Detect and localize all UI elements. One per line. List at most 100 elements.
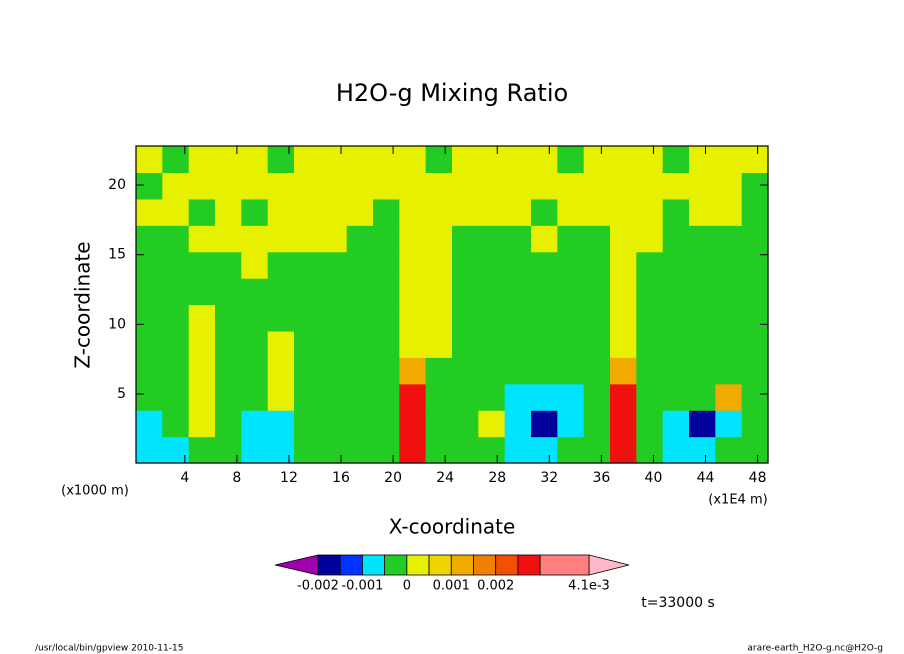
field-cell: [715, 330, 743, 358]
field-cell: [504, 251, 532, 279]
field-cell: [531, 357, 558, 385]
field-cell: [504, 172, 532, 200]
field-cell: [373, 225, 400, 253]
field-cell: [425, 410, 453, 438]
field-cell: [610, 225, 637, 253]
field-cell: [557, 198, 585, 226]
colorbar-box: [317, 554, 341, 576]
field-cell: [136, 330, 163, 358]
field-cell: [689, 410, 716, 438]
field-cell: [188, 278, 216, 306]
field-cell: [715, 278, 743, 306]
field-cell: [162, 383, 190, 411]
field-cell: [662, 436, 690, 464]
field-cell: [373, 330, 400, 358]
field-cell: [215, 172, 242, 200]
field-cell: [399, 172, 427, 200]
field-cell: [504, 330, 532, 358]
footer-left: /usr/local/bin/gpview 2010-11-15: [35, 644, 183, 654]
field-cell: [241, 251, 269, 279]
field-cell: [662, 330, 690, 358]
field-cell: [531, 436, 558, 464]
colorbar-tick-label: 0.002: [477, 579, 514, 594]
field-cell: [636, 410, 664, 438]
field-cell: [478, 330, 506, 358]
field-cell: [215, 357, 242, 385]
field-cell: [346, 172, 374, 200]
colorbar-box: [428, 554, 452, 576]
field-cell: [267, 383, 295, 411]
field-cell: [267, 198, 295, 226]
plot-frame: [135, 145, 769, 464]
field-cell: [557, 330, 585, 358]
field-cell: [188, 251, 216, 279]
field-cell: [610, 251, 637, 279]
field-cell: [136, 383, 163, 411]
field-cell: [162, 225, 190, 253]
colorbar-under: [274, 554, 319, 576]
field-cell: [583, 172, 611, 200]
field-cell: [425, 357, 453, 385]
field-cell: [583, 251, 611, 279]
field-cell: [715, 304, 743, 332]
field-cell: [452, 410, 479, 438]
field-cell: [662, 383, 690, 411]
colorbar-box: [339, 554, 363, 576]
field-cell: [241, 410, 269, 438]
field-cell: [689, 383, 716, 411]
field-cell: [531, 383, 558, 411]
field-cell: [741, 198, 769, 226]
field-cell: [662, 278, 690, 306]
field-cell: [267, 330, 295, 358]
field-cell: [583, 330, 611, 358]
field-cell: [662, 410, 690, 438]
x-tick-label: 24: [436, 470, 454, 486]
field-cell: [294, 357, 321, 385]
field-cell: [136, 172, 163, 200]
x-tick-label: 48: [749, 470, 767, 486]
field-cell: [636, 225, 664, 253]
field-cell: [425, 172, 453, 200]
field-cell: [715, 436, 743, 464]
y-axis-label: Z-coordinate: [71, 241, 95, 368]
field-cell: [136, 146, 163, 174]
field-cell: [636, 251, 664, 279]
field-cell: [136, 198, 163, 226]
field-cell: [636, 357, 664, 385]
field-cell: [478, 146, 506, 174]
field-cell: [399, 225, 427, 253]
field-cell: [689, 436, 716, 464]
field-cell: [636, 304, 664, 332]
field-cell: [267, 225, 295, 253]
field-cell: [610, 330, 637, 358]
field-cell: [320, 436, 348, 464]
colorbar-over: [588, 554, 630, 576]
field-cell: [689, 251, 716, 279]
field-cell: [715, 198, 743, 226]
field-cell: [399, 410, 427, 438]
field-cell: [320, 251, 348, 279]
field-cell: [531, 330, 558, 358]
y-tick-label: 10: [108, 316, 126, 332]
field-cell: [452, 357, 479, 385]
field-cell: [294, 225, 321, 253]
field-cell: [452, 383, 479, 411]
colorbar-box: [362, 554, 386, 576]
field-cell: [215, 410, 242, 438]
field-cell: [557, 278, 585, 306]
field-cell: [478, 251, 506, 279]
field-cell: [425, 146, 453, 174]
field-cell: [504, 278, 532, 306]
field-cell: [215, 251, 242, 279]
field-cell: [136, 251, 163, 279]
field-cell: [320, 146, 348, 174]
x-unit-right: (x1E4 m): [708, 493, 767, 508]
field-cell: [531, 146, 558, 174]
field-cell: [346, 251, 374, 279]
field-cell: [241, 146, 269, 174]
field-cell: [373, 436, 400, 464]
field-cell: [188, 383, 216, 411]
colorbar-box: [539, 554, 590, 576]
field-cell: [478, 357, 506, 385]
field-cell: [557, 304, 585, 332]
